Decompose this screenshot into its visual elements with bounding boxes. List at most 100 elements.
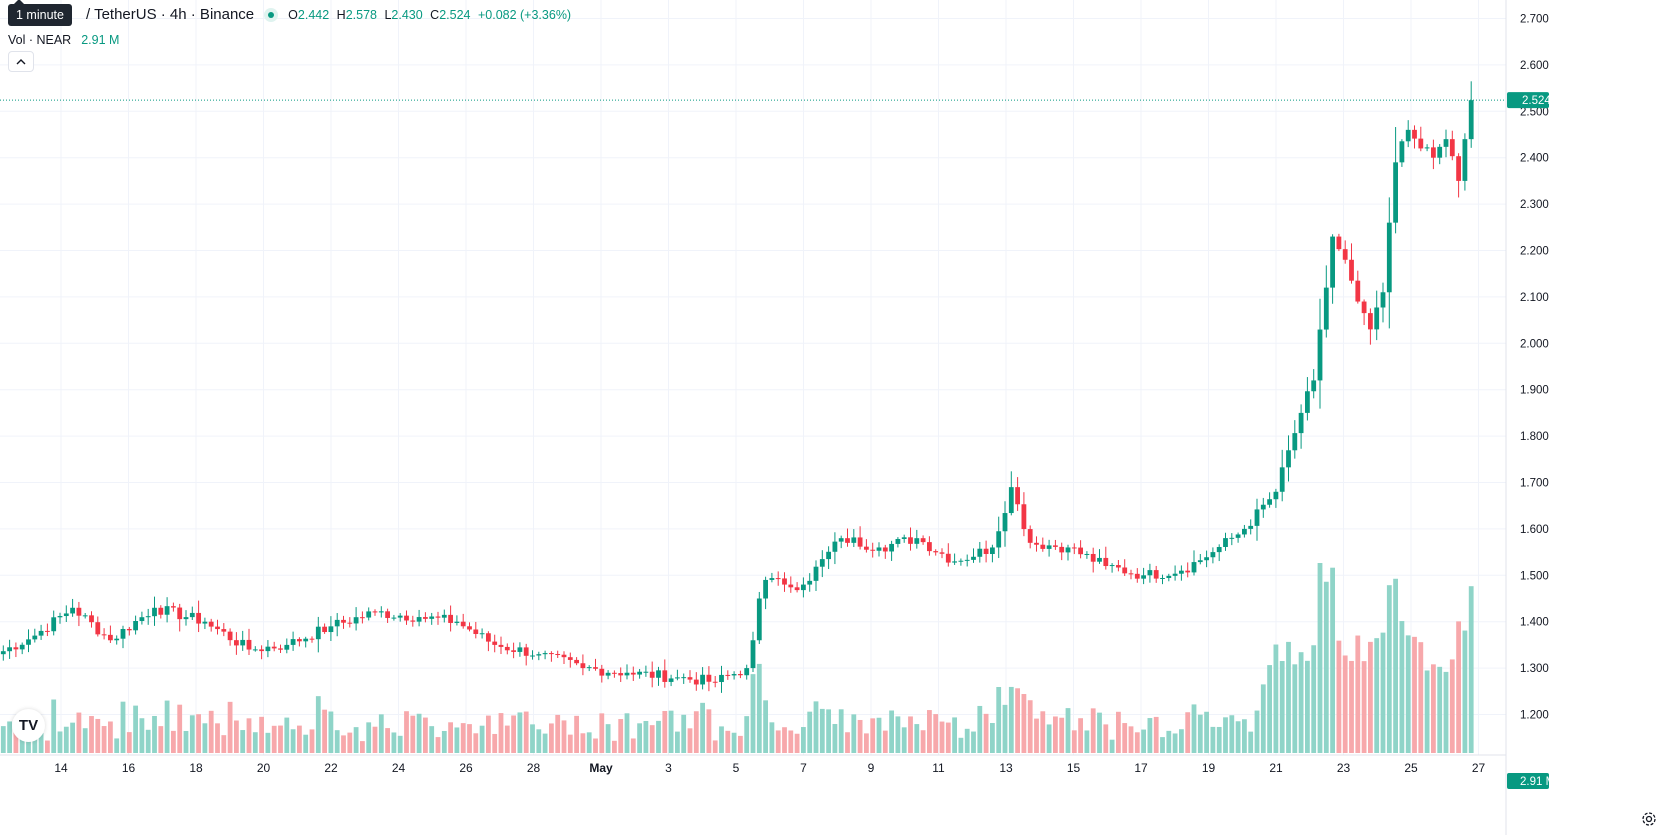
volume-bar xyxy=(536,729,542,753)
volume-bar xyxy=(467,724,472,753)
volume-bar xyxy=(1349,660,1354,753)
candle-body xyxy=(750,640,756,669)
candle-body xyxy=(1040,544,1046,549)
last-price-label: 2.524 xyxy=(1522,95,1551,107)
volume-bar xyxy=(838,709,844,753)
volume-bar xyxy=(927,710,932,753)
candle-body xyxy=(1286,450,1291,468)
candle-body xyxy=(1141,575,1146,579)
candle-body xyxy=(1071,547,1077,549)
volume-bar xyxy=(1254,710,1260,753)
volume-bar xyxy=(1468,586,1474,753)
volume-bar xyxy=(586,732,592,753)
candle-body xyxy=(309,638,315,640)
volume-bar xyxy=(542,733,548,753)
candle-body xyxy=(322,626,327,633)
volume-bar xyxy=(252,732,258,753)
volume-bar xyxy=(870,718,876,753)
collapse-legend-button[interactable] xyxy=(8,51,34,72)
candle-body xyxy=(927,542,932,552)
candle-body xyxy=(429,616,435,619)
candle-body xyxy=(265,646,271,652)
price-tick-label: 2.000 xyxy=(1520,338,1549,350)
price-tick-label: 2.600 xyxy=(1520,60,1549,72)
price-tick-label: 1.600 xyxy=(1520,524,1549,536)
candle-body xyxy=(1223,538,1228,547)
volume-bar xyxy=(1380,632,1386,753)
volume-bar xyxy=(1260,684,1266,753)
candle-body xyxy=(1034,542,1039,545)
volume-bar xyxy=(889,710,894,753)
candle-body xyxy=(152,607,157,617)
time-tick-label: 3 xyxy=(665,761,672,775)
candle-body xyxy=(479,633,485,635)
volume-bar xyxy=(605,724,611,753)
candle-body xyxy=(366,611,372,618)
ohlc-values: O2.442 H2.578 L2.430 C2.524 +0.082 (+3.3… xyxy=(284,8,571,22)
volume-bar xyxy=(1393,578,1398,753)
price-tick-label: 2.100 xyxy=(1520,292,1549,304)
candle-body xyxy=(145,616,151,618)
volume-bar xyxy=(574,715,579,753)
close-label: C xyxy=(430,7,440,22)
volume-bar xyxy=(845,732,850,753)
volume-bar xyxy=(498,713,504,753)
volume-bar xyxy=(882,730,888,753)
volume-bar xyxy=(1412,636,1417,753)
volume-bar xyxy=(1059,717,1065,753)
volume-bar xyxy=(700,702,705,753)
volume-bar xyxy=(719,726,724,753)
candle-body xyxy=(416,617,422,622)
volume-bar xyxy=(895,716,901,753)
candle-body xyxy=(945,553,951,563)
candle-body xyxy=(706,674,712,682)
volume-bar xyxy=(826,709,831,753)
volume-bar xyxy=(990,723,995,753)
time-tick-label: 14 xyxy=(54,761,68,775)
candle-body xyxy=(794,587,800,591)
volume-legend: Vol · NEAR 2.91 M xyxy=(8,33,119,47)
volume-bar xyxy=(404,711,409,753)
candle-body xyxy=(1443,139,1449,147)
candle-body xyxy=(126,628,132,631)
candle-body xyxy=(523,647,529,656)
candle-body xyxy=(297,639,302,642)
market-status-icon[interactable] xyxy=(264,7,279,22)
volume-bar xyxy=(738,735,743,753)
volume-bar xyxy=(832,723,838,753)
price-tick-label: 1.200 xyxy=(1520,710,1549,722)
volume-bar xyxy=(227,701,233,753)
volume-bar xyxy=(139,718,145,753)
volume-bar xyxy=(933,714,939,753)
volume-bar xyxy=(152,715,157,753)
volume-bar xyxy=(1141,729,1146,753)
volume-bar xyxy=(769,722,775,753)
volume-bar xyxy=(259,716,264,753)
volume-bar xyxy=(492,733,498,753)
settings-gear-icon[interactable] xyxy=(1640,811,1658,829)
volume-bar xyxy=(1229,715,1235,753)
volume-bar xyxy=(1191,704,1197,753)
volume-bar xyxy=(429,726,435,753)
volume-bar xyxy=(334,730,340,753)
volume-bar xyxy=(1065,708,1071,753)
volume-bar xyxy=(416,713,422,753)
volume-bar xyxy=(1431,664,1436,753)
candle-body xyxy=(38,630,44,636)
volume-bar xyxy=(45,740,50,753)
volume-bar xyxy=(221,735,227,753)
candle-body xyxy=(1468,100,1474,140)
symbol-title[interactable]: / TetherUS · 4h · Binance xyxy=(86,6,255,23)
tradingview-logo[interactable]: TV xyxy=(12,709,45,742)
volume-bar xyxy=(297,725,302,753)
volume-bar xyxy=(397,735,403,753)
candle-body xyxy=(971,556,976,560)
volume-bar xyxy=(788,730,794,753)
candle-body xyxy=(832,541,838,552)
volume-bar xyxy=(347,732,353,753)
interval-tooltip: 1 minute xyxy=(8,0,72,26)
time-tick-label: 16 xyxy=(122,761,136,775)
volume-bar xyxy=(675,731,680,753)
candle-body xyxy=(845,538,850,543)
